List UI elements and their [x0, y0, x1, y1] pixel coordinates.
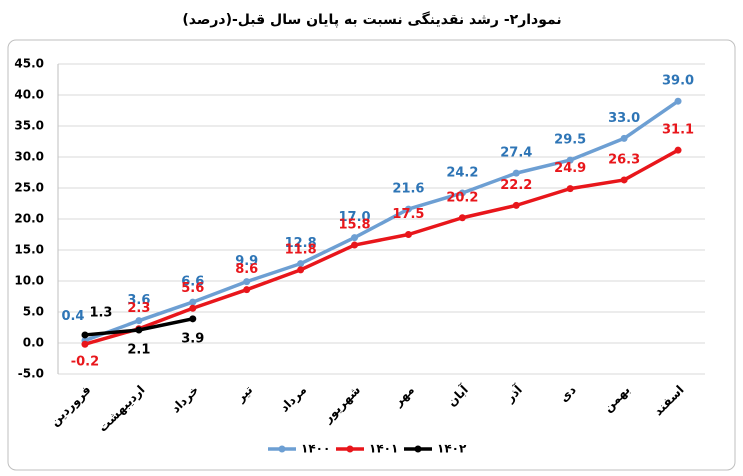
data-label: 8.6	[235, 262, 258, 277]
legend-label: ۱۴۰۰	[301, 442, 330, 456]
legend-marker	[414, 445, 422, 453]
point	[512, 169, 520, 177]
point	[351, 241, 359, 249]
point	[512, 201, 520, 209]
data-label: 6.6	[181, 275, 204, 290]
data-label: 5.6	[181, 281, 204, 296]
y-tick-label: 5.0	[23, 305, 44, 319]
data-label: 21.6	[392, 182, 424, 197]
y-tick-label: 30.0	[14, 150, 44, 164]
point	[81, 331, 89, 339]
chart-frame	[7, 39, 736, 471]
y-tick-label: -5.0	[18, 367, 44, 381]
chart-title: نمودار۲- رشد نقدینگی نسبت به پایان سال ق…	[182, 11, 561, 28]
data-label: 24.9	[554, 161, 586, 176]
y-tick-label: 25.0	[14, 181, 44, 195]
point	[243, 278, 251, 286]
point	[135, 317, 143, 325]
point	[458, 189, 466, 197]
point	[351, 234, 359, 242]
point	[404, 205, 412, 213]
data-label: 2.1	[127, 342, 150, 357]
point	[189, 298, 197, 306]
data-label: 33.0	[608, 111, 640, 126]
series-line	[84, 99, 680, 343]
data-label: 20.2	[446, 190, 478, 205]
point	[135, 326, 143, 334]
point	[566, 156, 574, 164]
legend-label: ۱۴۰۱	[369, 442, 398, 456]
data-label: 3.6	[127, 293, 150, 308]
y-tick-label: 35.0	[14, 119, 44, 133]
point	[297, 260, 305, 268]
series-line	[84, 148, 679, 346]
data-label: 0.4	[61, 309, 84, 324]
y-tick-label: 45.0	[14, 57, 44, 71]
y-tick-label: 40.0	[14, 88, 44, 102]
point	[189, 304, 197, 312]
point	[243, 286, 251, 294]
legend-marker	[346, 445, 354, 453]
point	[81, 340, 89, 348]
data-label: 26.3	[608, 152, 640, 167]
point	[674, 146, 682, 154]
data-label: 17.0	[339, 210, 371, 225]
point	[297, 266, 305, 274]
data-label: 12.8	[285, 236, 317, 251]
data-label: 27.4	[500, 146, 532, 161]
y-tick-label: 15.0	[14, 243, 44, 257]
data-label: 22.2	[500, 178, 532, 193]
data-label: -0.2	[71, 355, 99, 370]
legend-label: ۱۴۰۲	[437, 442, 467, 456]
data-label: 3.9	[181, 331, 204, 346]
y-tick-label: 10.0	[14, 274, 44, 288]
point	[620, 134, 628, 142]
y-tick-label: 0.0	[23, 336, 44, 350]
point	[620, 176, 628, 184]
data-label: 15.8	[339, 218, 371, 233]
point	[404, 231, 412, 238]
point	[566, 185, 574, 193]
point	[458, 214, 466, 222]
y-tick-label: 20.0	[14, 212, 44, 226]
data-label: 1.3	[89, 305, 112, 320]
data-label: 39.0	[662, 74, 694, 89]
legend-marker	[278, 445, 286, 453]
data-label: 9.9	[235, 254, 258, 269]
data-label: 17.5	[392, 207, 424, 222]
data-label: 2.3	[127, 301, 150, 316]
point	[189, 315, 197, 323]
data-label: 29.5	[554, 133, 586, 148]
data-label: 11.8	[285, 242, 317, 257]
point	[674, 97, 682, 105]
data-label: 31.1	[662, 123, 694, 138]
data-label: 24.2	[446, 165, 478, 180]
